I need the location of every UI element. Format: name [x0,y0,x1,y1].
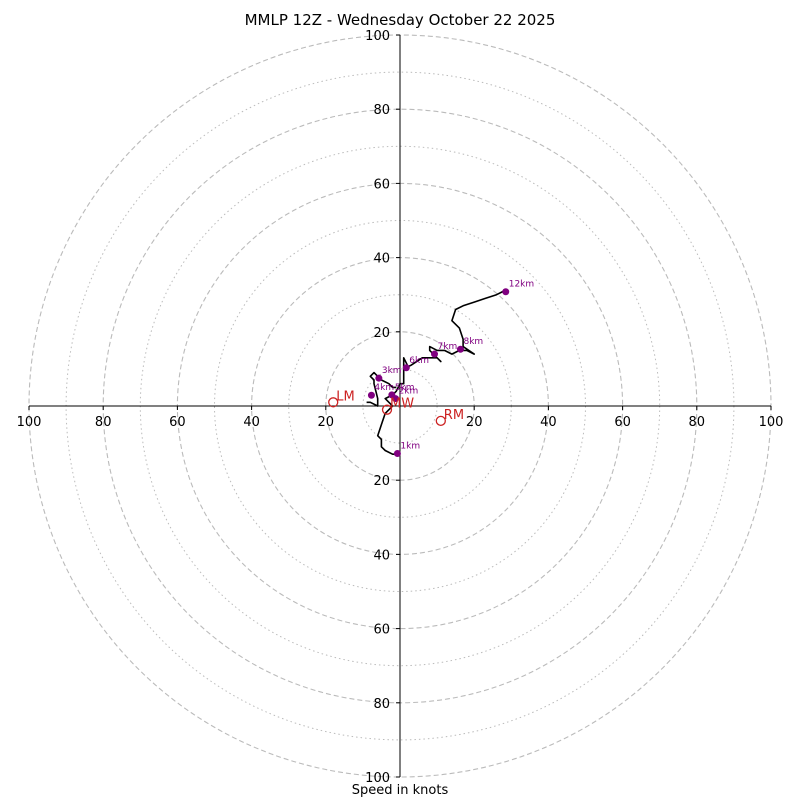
y-tick-label: 60 [373,623,390,638]
x-tick-label: 60 [614,415,631,430]
height-label-4km: 4km [374,383,394,393]
x-tick-label: 80 [95,415,112,430]
height-marker-6km [402,364,410,372]
height-label-12km: 12km [509,280,534,290]
height-label-6km: 6km [409,356,429,366]
hodograph-trace [376,290,505,456]
storm-motion-label-rm: RM [444,408,464,423]
height-marker-5km [388,391,396,399]
x-tick-label: 40 [243,415,260,430]
height-marker-12km [502,288,510,296]
height-label-3km: 3km [382,366,402,376]
y-tick-label: 60 [373,177,390,192]
x-tick-label: 100 [759,415,784,430]
storm-motion-lm [328,397,339,408]
x-tick-label: 20 [318,415,335,430]
height-marker-3km [375,374,383,382]
y-tick-label: 80 [373,103,390,118]
x-tick-label: 80 [689,415,706,430]
x-tick-label: 40 [540,415,557,430]
height-marker-1km [393,449,401,457]
y-tick-label: 40 [373,252,390,267]
y-tick-label: 40 [373,548,390,563]
storm-motion-label-mw: MW [390,397,414,412]
storm-motion-rm [435,415,446,426]
storm-motion-mw [381,404,393,415]
height-label-2km: 2km [399,387,419,397]
x-axis-label: Speed in knots [351,783,449,798]
height-label-7km: 7km [438,342,458,352]
y-tick-label: 100 [365,771,390,786]
height-label-1km: 1km [400,441,420,451]
y-tick-label: 100 [365,29,390,44]
height-marker-4km [367,391,375,399]
y-tick-label: 20 [373,326,390,341]
x-tick-label: 100 [17,415,42,430]
storm-motion-label-lm: LM [336,389,354,404]
chart-title: MMLP 12Z - Wednesday October 22 2025 [244,11,556,29]
height-marker-7km [431,350,439,358]
height-marker-8km [456,345,464,353]
hodograph-trace-low-level [366,371,397,407]
height-label-8km: 8km [463,337,483,347]
height-label-5km: 5km [395,383,415,393]
x-tick-label: 60 [169,415,186,430]
y-tick-label: 20 [373,474,390,489]
y-tick-label: 80 [373,697,390,712]
x-tick-label: 20 [466,415,483,430]
